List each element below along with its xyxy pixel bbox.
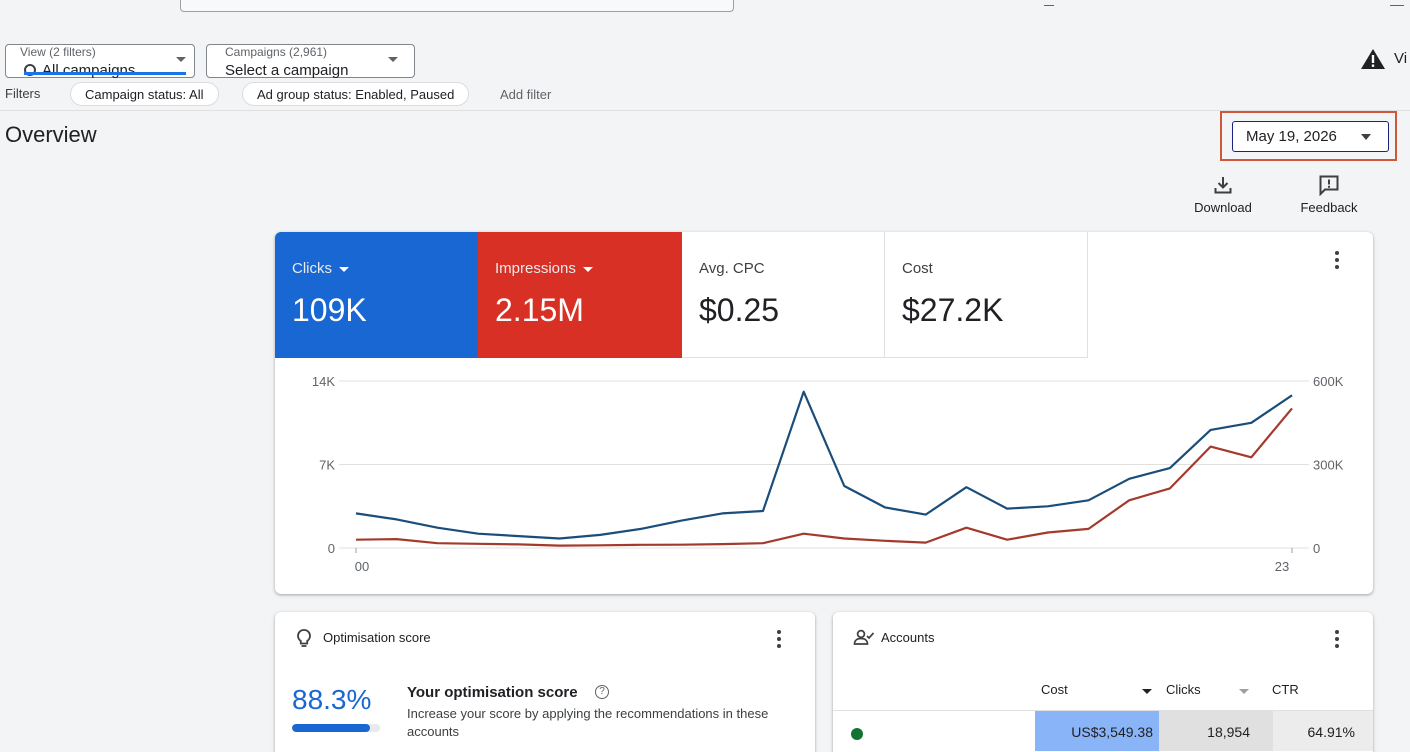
chip-campaign-status[interactable]: Campaign status: All: [70, 82, 219, 106]
left-axis-tick-label: 7K: [319, 458, 335, 473]
feedback-button[interactable]: Feedback: [1296, 174, 1362, 215]
view-filter-label: View (2 filters): [18, 45, 98, 59]
status-dot-icon: [851, 728, 863, 740]
warning-icon[interactable]: [1360, 48, 1386, 70]
x-axis-tick-label: 23: [1275, 559, 1289, 574]
more-options-icon[interactable]: [1335, 630, 1339, 648]
series-line-clicks: [355, 390, 1293, 540]
metric-cost-value: $27.2K: [902, 292, 1004, 328]
campaign-select-label: Campaigns (2,961): [223, 45, 330, 59]
metric-clicks-label: Clicks: [292, 260, 349, 277]
feedback-label: Feedback: [1300, 200, 1358, 215]
optimisation-progress: [292, 724, 380, 732]
accounts-card: Accounts Cost Clicks CTR US$3,549.38 18,…: [833, 612, 1373, 752]
lightbulb-icon: [297, 629, 311, 647]
chevron-down-icon: [388, 57, 398, 62]
help-icon[interactable]: ?: [595, 685, 609, 699]
more-options-icon[interactable]: [777, 630, 781, 648]
optimisation-progress-fill: [292, 724, 370, 732]
optimisation-score: 88.3%: [292, 684, 372, 715]
optimisation-card: Optimisation score 88.3% Your optimisati…: [275, 612, 815, 752]
page-title: Overview: [5, 122, 97, 147]
left-axis-tick-label: 14K: [312, 374, 335, 389]
date-picker-value: May 19, 2026: [1246, 128, 1337, 145]
column-header-cost[interactable]: Cost: [1041, 682, 1152, 697]
metric-clicks[interactable]: Clicks 109K: [275, 232, 478, 358]
campaign-select[interactable]: Campaigns (2,961) Select a campaign: [206, 44, 415, 79]
metric-avg-cpc[interactable]: Avg. CPC $0.25: [682, 232, 885, 358]
download-label: Download: [1194, 200, 1252, 215]
optimisation-title: Optimisation score: [323, 630, 431, 645]
chip-ad-group-status[interactable]: Ad group status: Enabled, Paused: [242, 82, 470, 106]
left-axis-tick-label: 0: [328, 541, 335, 556]
optimisation-heading: Your optimisation score: [407, 684, 578, 701]
chevron-down-icon: [1238, 689, 1249, 694]
download-icon: [1214, 177, 1232, 194]
metric-cost[interactable]: Cost $27.2K: [885, 232, 1088, 358]
accounts-icon: [853, 629, 875, 645]
optimisation-description: Increase your score by applying the reco…: [407, 706, 769, 739]
more-options-icon[interactable]: [1335, 251, 1339, 269]
top-right-fragment: [1390, 0, 1404, 6]
view-filter-value: All campaigns: [24, 62, 135, 79]
date-picker-button[interactable]: May 19, 2026: [1232, 121, 1389, 152]
add-filter-button[interactable]: Add filter: [500, 87, 552, 102]
column-header-ctr[interactable]: CTR: [1272, 682, 1299, 697]
warning-text[interactable]: Vi: [1394, 50, 1408, 67]
metric-avg-cpc-value: $0.25: [699, 292, 780, 328]
cell-ctr: 64.91%: [1273, 711, 1373, 751]
date-highlight-frame: [1220, 111, 1397, 161]
cell-clicks: 18,954: [1159, 711, 1273, 751]
cell-cost: US$3,549.38: [1035, 711, 1159, 751]
x-axis-tick-label: 00: [355, 559, 369, 574]
performance-card: Clicks 109K Impressions 2.15M Avg. CPC $…: [275, 232, 1373, 594]
metric-impressions-value: 2.15M: [495, 292, 584, 328]
right-axis-tick-label: 0: [1313, 541, 1320, 556]
view-filter-select[interactable]: View (2 filters) All campaigns: [5, 44, 195, 79]
top-search-bar[interactable]: [180, 0, 734, 12]
chevron-down-icon: [176, 57, 186, 62]
metric-impressions-label: Impressions: [495, 260, 593, 277]
right-axis-tick-label: 600K: [1313, 374, 1344, 389]
chevron-down-icon: [339, 266, 349, 272]
series-line-impressions: [355, 407, 1293, 547]
chevron-down-icon: [1361, 134, 1371, 140]
filters-label: Filters: [5, 86, 41, 101]
view-circle-icon: [24, 64, 36, 76]
metric-clicks-value: 109K: [292, 292, 367, 328]
top-right-fragment: [1044, 0, 1054, 6]
metric-avg-cpc-label: Avg. CPC: [699, 260, 765, 277]
campaign-select-value: Select a campaign: [225, 62, 349, 79]
sort-down-icon: [1141, 689, 1152, 694]
accounts-title: Accounts: [881, 630, 935, 645]
view-active-indicator: [24, 72, 186, 75]
chevron-down-icon: [582, 266, 593, 272]
column-header-clicks[interactable]: Clicks: [1166, 682, 1249, 697]
table-header-divider: [833, 710, 1373, 711]
header-divider: [0, 110, 1410, 111]
right-axis-tick-label: 300K: [1313, 458, 1344, 473]
metric-cost-label: Cost: [902, 260, 933, 277]
feedback-icon: [1319, 175, 1339, 196]
download-button[interactable]: Download: [1190, 174, 1256, 215]
metric-impressions[interactable]: Impressions 2.15M: [478, 232, 682, 358]
